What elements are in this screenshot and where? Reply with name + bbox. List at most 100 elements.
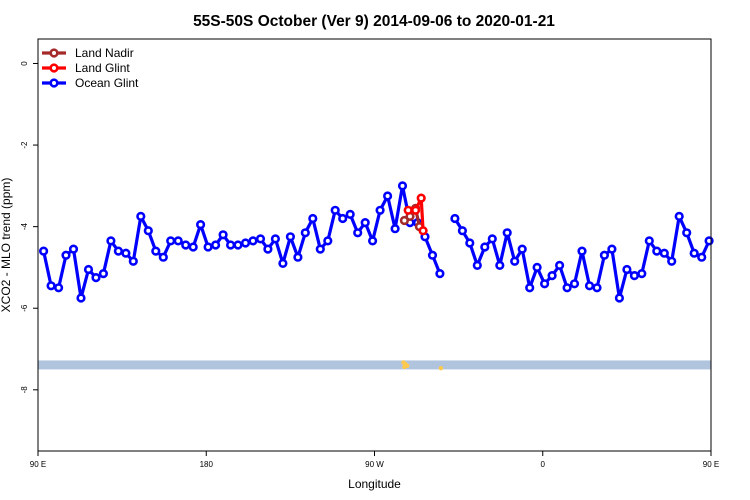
data-point: [435, 269, 445, 279]
data-point: [659, 248, 669, 258]
data-point: [270, 234, 281, 244]
data-point: [106, 236, 116, 246]
data-point: [91, 273, 101, 283]
data-point: [390, 224, 400, 234]
x-tick-label: 90 E: [703, 460, 719, 469]
y-tick-label: -6: [20, 304, 29, 312]
data-point: [547, 271, 557, 281]
data-point: [472, 260, 482, 271]
chart-title: 55S-50S October (Ver 9) 2014-09-06 to 20…: [193, 13, 555, 30]
data-point: [427, 250, 438, 260]
coverage-band: [38, 360, 711, 371]
data-point: [143, 226, 153, 236]
legend-item-ocean-glint: Ocean Glint: [42, 76, 139, 90]
data-point: [263, 244, 273, 254]
data-point: [233, 240, 243, 250]
data-point: [181, 240, 191, 250]
data-point: [360, 218, 370, 228]
legend-marker: [49, 78, 59, 88]
data-point: [166, 236, 176, 246]
data-point: [338, 213, 348, 224]
data-point: [397, 181, 408, 191]
data-point: [211, 240, 221, 250]
data-point: [418, 226, 428, 236]
x-axis-label: Longitude: [348, 477, 401, 491]
data-point: [510, 256, 520, 266]
data-point: [353, 228, 363, 238]
data-point: [403, 205, 413, 215]
coverage-band-strip: [38, 360, 711, 370]
data-point: [113, 246, 123, 256]
data-point: [614, 293, 625, 303]
band-mark-4: [438, 365, 444, 371]
data-point: [411, 205, 421, 215]
y-tick-label: 0: [20, 61, 29, 66]
y-axis: 0 -2 -4 -6 -8: [20, 61, 38, 394]
x-axis: 90 E 180 90 W 0 90 E: [30, 451, 719, 469]
data-point: [226, 240, 236, 250]
legend-item-land-glint: Land Glint: [42, 61, 130, 75]
data-point: [330, 205, 340, 215]
data-point: [203, 242, 213, 252]
data-point: [240, 238, 251, 248]
legend-label: Ocean Glint: [75, 76, 139, 90]
data-point: [53, 283, 64, 293]
band-mark-3: [402, 364, 407, 370]
data-point: [151, 246, 161, 256]
data-point: [622, 264, 632, 275]
data-point: [502, 228, 512, 238]
data-point: [554, 260, 565, 271]
data-point: [592, 283, 602, 293]
data-point: [525, 283, 535, 293]
data-point: [285, 232, 296, 242]
data-point: [293, 252, 303, 262]
data-point: [607, 244, 617, 254]
y-tick-label: -4: [20, 222, 29, 230]
legend-label: Land Nadir: [75, 46, 134, 60]
data-point: [599, 250, 610, 260]
series-land-glint: [403, 193, 428, 236]
data-point: [383, 191, 393, 201]
data-point: [532, 262, 542, 273]
data-point: [689, 248, 699, 258]
data-point: [667, 256, 677, 266]
data-point: [38, 246, 49, 256]
data-point: [98, 269, 108, 279]
series-layer: [38, 181, 714, 303]
legend-item-land-nadir: Land Nadir: [42, 46, 134, 60]
data-point: [682, 228, 692, 238]
data-point: [697, 252, 707, 262]
data-point: [278, 258, 288, 269]
data-point: [188, 242, 198, 252]
data-point: [315, 244, 325, 254]
data-point: [562, 283, 572, 293]
data-point: [517, 244, 527, 254]
data-point: [368, 236, 378, 246]
data-point: [300, 228, 310, 238]
series-ocean-glint: [38, 181, 714, 303]
data-point: [652, 246, 662, 256]
legend-marker: [49, 48, 59, 58]
data-point: [644, 236, 654, 246]
data-point: [173, 236, 183, 246]
y-tick-label: -8: [20, 386, 29, 394]
data-point: [629, 271, 640, 281]
data-point: [674, 211, 684, 221]
data-point: [323, 236, 333, 246]
data-point: [457, 226, 468, 236]
data-point: [121, 248, 131, 258]
data-point: [495, 260, 505, 271]
data-point: [465, 238, 475, 248]
y-tick-label: -2: [20, 141, 29, 149]
data-point: [487, 234, 497, 244]
data-point: [399, 215, 410, 226]
data-point: [375, 205, 385, 215]
data-point: [584, 281, 595, 291]
data-point: [577, 246, 587, 256]
data-point: [136, 211, 146, 221]
data-point: [345, 209, 355, 219]
data-point: [196, 220, 206, 230]
x-tick-label: 0: [541, 460, 546, 469]
legend-label: Land Glint: [75, 61, 130, 75]
data-point: [68, 244, 79, 254]
